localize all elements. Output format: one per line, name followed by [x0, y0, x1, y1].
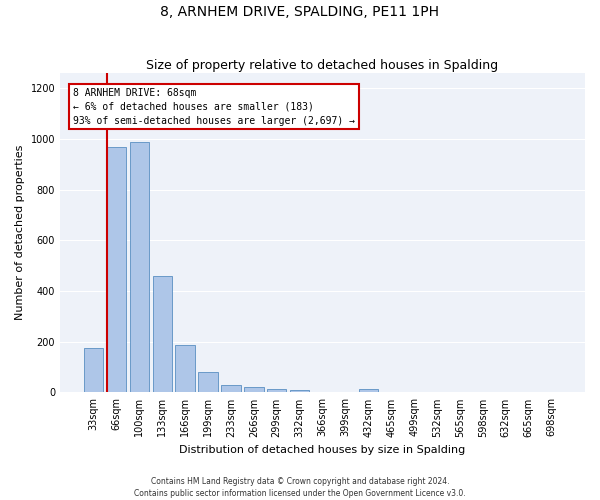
Text: Contains HM Land Registry data © Crown copyright and database right 2024.
Contai: Contains HM Land Registry data © Crown c…: [134, 476, 466, 498]
Text: 8 ARNHEM DRIVE: 68sqm
← 6% of detached houses are smaller (183)
93% of semi-deta: 8 ARNHEM DRIVE: 68sqm ← 6% of detached h…: [73, 88, 355, 126]
Bar: [267, 389, 286, 392]
X-axis label: Distribution of detached houses by size in Spalding: Distribution of detached houses by size …: [179, 445, 466, 455]
Bar: [152, 276, 172, 392]
Bar: [290, 390, 310, 392]
Bar: [107, 146, 126, 392]
Bar: [199, 372, 218, 392]
Bar: [359, 389, 378, 392]
Bar: [221, 386, 241, 392]
Text: 8, ARNHEM DRIVE, SPALDING, PE11 1PH: 8, ARNHEM DRIVE, SPALDING, PE11 1PH: [161, 5, 439, 19]
Title: Size of property relative to detached houses in Spalding: Size of property relative to detached ho…: [146, 59, 499, 72]
Bar: [175, 345, 195, 393]
Bar: [84, 348, 103, 393]
Y-axis label: Number of detached properties: Number of detached properties: [15, 145, 25, 320]
Bar: [244, 388, 263, 392]
Bar: [130, 142, 149, 392]
